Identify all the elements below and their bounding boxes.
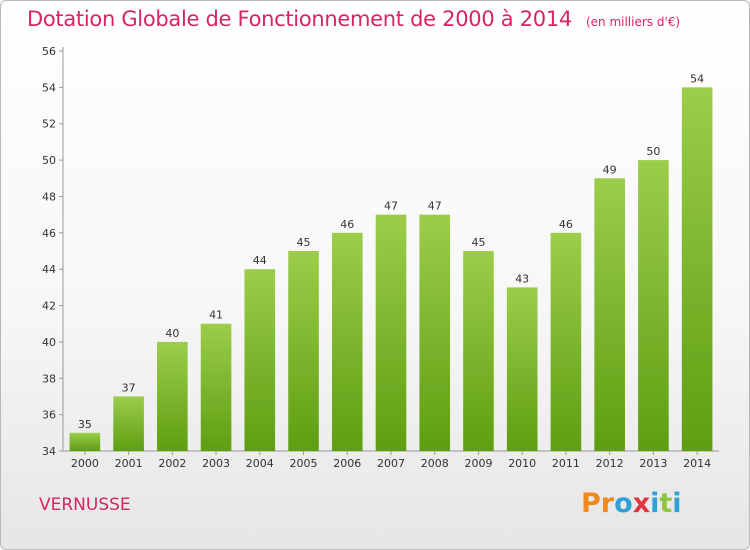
bar-value-label: 40 xyxy=(165,327,179,340)
bar xyxy=(375,214,407,451)
bar xyxy=(157,341,188,451)
bar-value-label: 46 xyxy=(559,218,573,231)
proxiti-logo: Proxiti xyxy=(581,488,682,519)
chart-title-text: Dotation Globale de Fonctionnement de 20… xyxy=(27,7,572,31)
x-tick-label: 2010 xyxy=(508,457,536,470)
y-tick-label: 42 xyxy=(42,300,56,313)
bar xyxy=(681,87,713,451)
bar xyxy=(506,287,538,451)
x-tick-label: 2001 xyxy=(115,457,143,470)
bar-value-label: 49 xyxy=(603,163,617,176)
y-tick-label: 50 xyxy=(42,154,56,167)
bar xyxy=(113,396,144,451)
y-tick-label: 36 xyxy=(42,409,56,422)
chart-unit: (en milliers d'€) xyxy=(585,15,681,29)
chart-title: Dotation Globale de Fonctionnement de 20… xyxy=(27,7,680,31)
logo-letter: o xyxy=(614,488,633,519)
bar xyxy=(550,232,582,451)
x-tick-label: 2004 xyxy=(246,457,274,470)
y-tick-label: 40 xyxy=(42,336,56,349)
logo-letter: i xyxy=(650,488,660,519)
bar-value-label: 54 xyxy=(690,72,704,85)
bar xyxy=(638,160,669,451)
bar-value-label: 44 xyxy=(253,254,267,267)
logo-letter: r xyxy=(600,488,615,519)
x-tick-label: 2005 xyxy=(290,457,318,470)
bar xyxy=(419,214,451,451)
logo-letter: P xyxy=(581,488,601,519)
place-name: VERNUSSE xyxy=(39,495,131,515)
x-tick-label: 2003 xyxy=(202,457,230,470)
bar-value-label: 45 xyxy=(471,236,485,249)
bar xyxy=(244,269,276,451)
x-tick-label: 2008 xyxy=(421,457,449,470)
logo-letter: i xyxy=(672,488,682,519)
x-tick-label: 2013 xyxy=(639,457,667,470)
logo-letter: x xyxy=(632,488,651,519)
bar-value-label: 47 xyxy=(384,200,398,213)
x-tick-label: 2000 xyxy=(71,457,99,470)
bar xyxy=(288,251,319,451)
y-tick-label: 44 xyxy=(42,263,56,276)
y-tick-label: 56 xyxy=(42,45,56,58)
bar-value-label: 46 xyxy=(340,218,354,231)
bar xyxy=(594,178,625,452)
bar-value-label: 45 xyxy=(297,236,311,249)
x-tick-label: 2006 xyxy=(333,457,361,470)
y-tick-label: 34 xyxy=(42,445,56,458)
bar-value-label: 50 xyxy=(646,145,660,158)
bar-value-label: 43 xyxy=(515,272,529,285)
bar-value-label: 35 xyxy=(78,418,92,431)
x-tick-label: 2012 xyxy=(596,457,624,470)
x-tick-label: 2002 xyxy=(158,457,186,470)
logo-letter: t xyxy=(659,488,673,519)
bar xyxy=(200,323,232,451)
y-tick-label: 46 xyxy=(42,227,56,240)
x-tick-label: 2011 xyxy=(552,457,580,470)
bar xyxy=(463,251,494,451)
bar-value-label: 41 xyxy=(209,309,223,322)
x-tick-label: 2009 xyxy=(464,457,492,470)
y-tick-label: 38 xyxy=(42,372,56,385)
y-tick-label: 54 xyxy=(42,81,56,94)
y-tick-label: 52 xyxy=(42,118,56,131)
y-tick-label: 48 xyxy=(42,190,56,203)
x-tick-label: 2014 xyxy=(683,457,711,470)
bar xyxy=(69,432,101,451)
bar xyxy=(331,232,363,451)
x-tick-label: 2007 xyxy=(377,457,405,470)
bar-value-label: 47 xyxy=(428,200,442,213)
bar-value-label: 37 xyxy=(122,381,136,394)
